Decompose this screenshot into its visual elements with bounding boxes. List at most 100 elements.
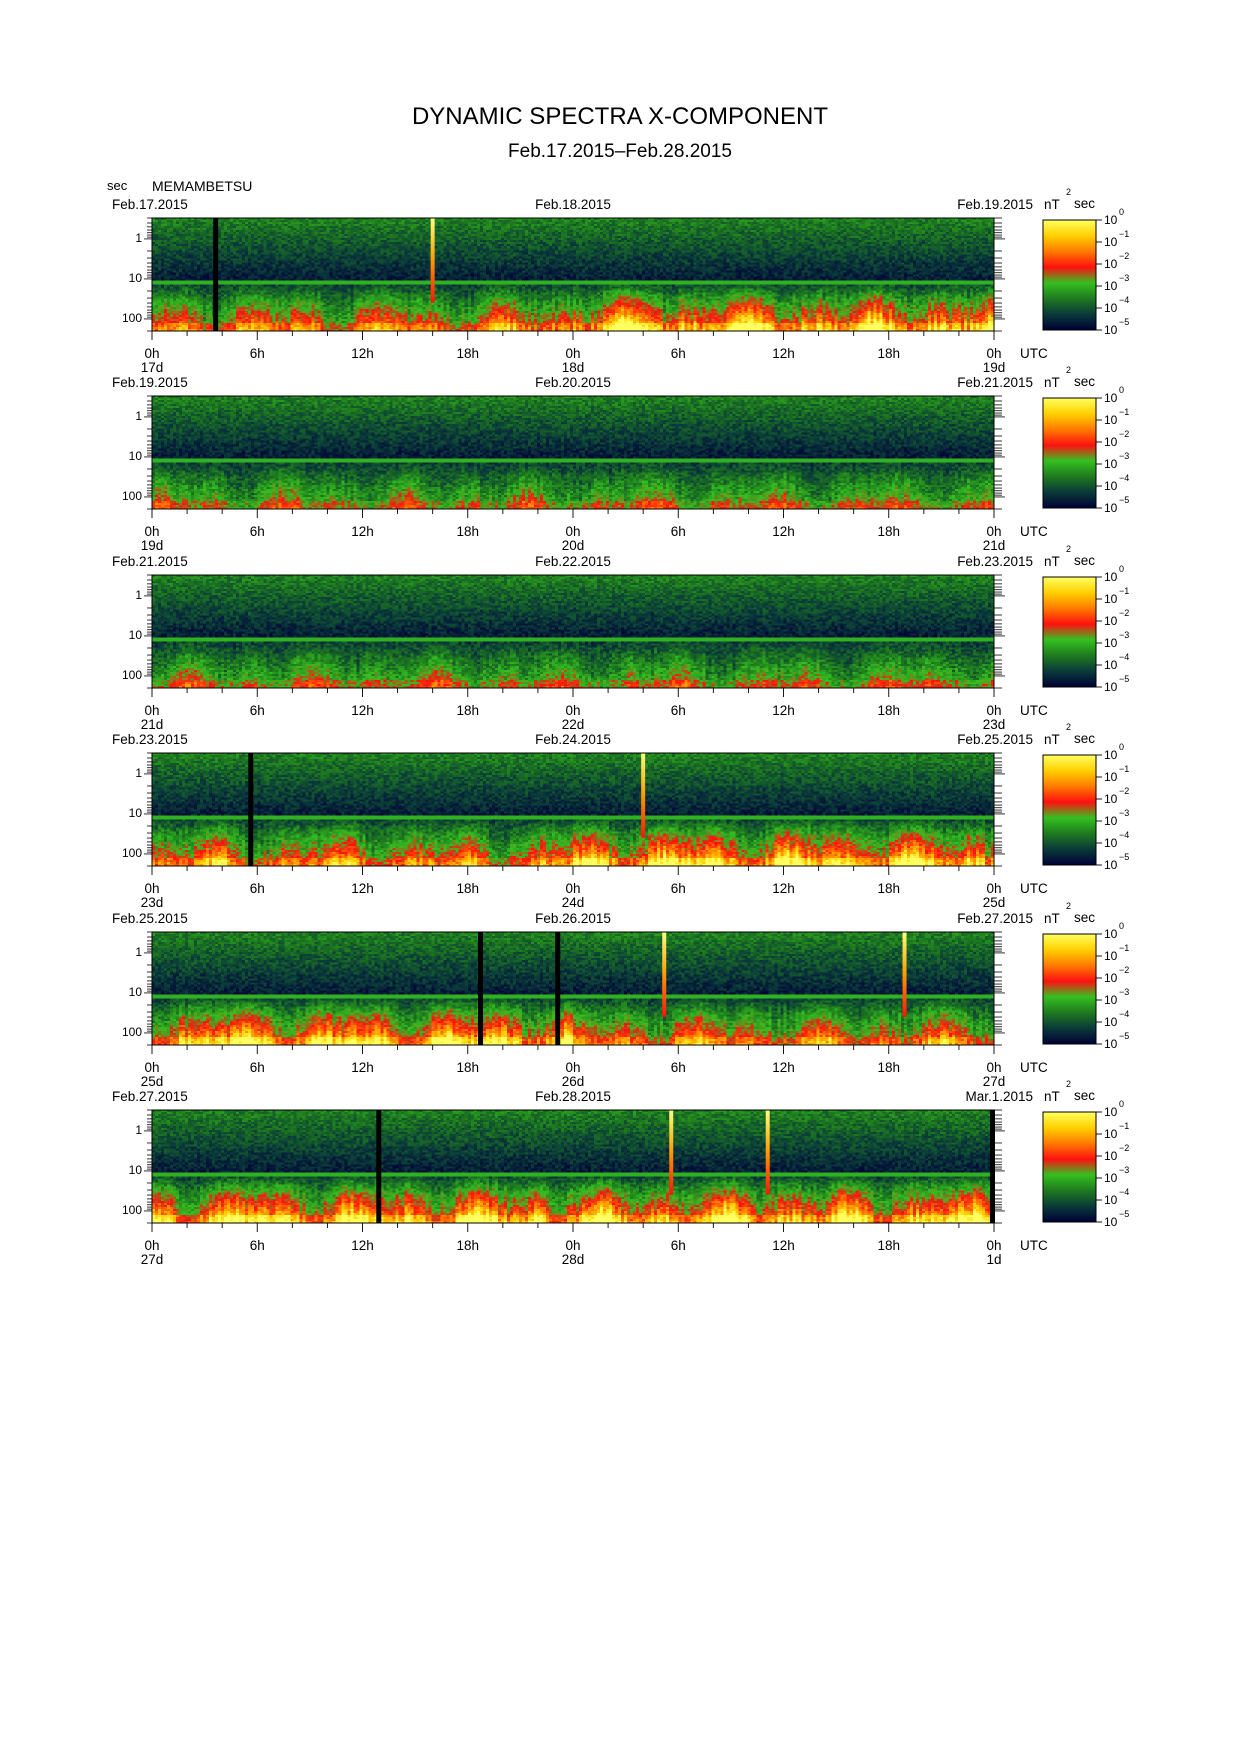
day-label: 21d [140,717,164,732]
colorbar-6 [1042,1111,1097,1223]
x-tick-label: 0h [565,703,581,718]
x-tick-label: 12h [351,346,374,361]
colorbar-exponent: −1 [1119,943,1130,953]
colorbar-label: 10 [1104,279,1118,293]
day-label: 26d [561,1074,585,1089]
colorbar-label: 10 [1104,927,1118,941]
colorbar-exponent: 0 [1119,1099,1125,1109]
colorbar-unit-base: nT [1044,197,1060,212]
colorbar-exponent: −1 [1119,586,1130,596]
colorbar-3 [1042,576,1097,688]
colorbar-exponent: −4 [1119,652,1130,662]
x-tick-label: 18h [877,703,901,718]
date-right: Mar.1.2015 [965,1089,1033,1104]
colorbar-exponent: −1 [1119,1121,1130,1131]
x-tick-label: 12h [351,703,374,718]
colorbar-exponent: −1 [1119,764,1130,774]
x-tick-label: 0h [986,346,1002,361]
colorbar-exponent: 0 [1119,921,1125,931]
y-tick-label: 10 [128,1162,142,1177]
colorbar-label: 10 [1104,680,1118,694]
impulsive-event-6-0 [669,1110,674,1195]
data-gap-5-0 [478,932,484,1045]
x-tick-label: 6h [670,1060,686,1075]
colorbar-label: 10 [1104,235,1118,249]
colorbar-label: 10 [1104,501,1118,515]
colorbar-4 [1042,754,1097,866]
x-tick-label: 12h [351,524,374,539]
day-label: 17d [140,360,164,375]
colorbar-label: 10 [1104,836,1118,850]
colorbar-exponent: −2 [1119,965,1130,975]
x-tick-label: 6h [670,703,686,718]
x-tick-label: 18h [877,1060,901,1075]
colorbar-unit-exponent: 2 [1066,365,1072,375]
x-tick-label: 6h [670,1238,686,1253]
day-label: 18d [561,360,585,375]
x-tick-label: 0h [565,881,581,896]
colorbar-label: 10 [1104,323,1118,337]
colorbar-label: 10 [1104,1105,1118,1119]
data-gap-4-0 [248,753,254,866]
x-tick-label: 0h [144,881,160,896]
x-tick-label: 0h [144,524,160,539]
colorbar-exponent: −5 [1119,1031,1130,1041]
colorbar-exponent: −3 [1119,987,1130,997]
date-right: Feb.23.2015 [957,554,1033,569]
colorbar-exponent: −5 [1119,852,1130,862]
colorbar-label: 10 [1104,257,1118,271]
colorbar-label: 10 [1104,1015,1118,1029]
x-tick-label: 18h [877,881,901,896]
x-tick-label: 12h [772,1060,795,1075]
y-tick-label: 100 [121,488,142,503]
y-tick-label: 10 [128,448,142,463]
day-label: 27d [140,1252,164,1267]
spectrogram-panel-4 [152,753,994,866]
date-left: Feb.25.2015 [112,911,188,926]
x-tick-label: 0h [986,1060,1002,1075]
colorbar-exponent: −4 [1119,1187,1130,1197]
colorbar-exponent: −3 [1119,1165,1130,1175]
plot-frame-6 [151,1109,995,1224]
x-tick-label: 18h [456,1060,480,1075]
y-tick-label: 10 [128,984,142,999]
colorbar-label: 10 [1104,1037,1118,1051]
colorbar-label: 10 [1104,636,1118,650]
colorbar-exponent: −5 [1119,674,1130,684]
colorbar-exponent: −2 [1119,786,1130,796]
date-left: Feb.27.2015 [112,1089,188,1104]
colorbar-unit-base: nT [1044,375,1060,390]
colorbar-1 [1042,219,1097,331]
x-tick-label: 12h [772,346,795,361]
colorbar-exponent: 0 [1119,742,1125,752]
colorbar-exponent: −3 [1119,451,1130,461]
colorbar-exponent: −3 [1119,273,1130,283]
y-unit-label: sec [107,178,128,193]
data-gap-6-1 [990,1110,995,1223]
y-tick-label: 10 [128,627,142,642]
x-tick-label: 0h [986,524,1002,539]
colorbar-exponent: −3 [1119,630,1130,640]
colorbar-unit-suffix: sec [1074,910,1096,925]
impulsive-event-5-1 [902,932,907,1017]
day-label: 23d [982,717,1006,732]
colorbar-exponent: −5 [1119,317,1130,327]
colorbar-label: 10 [1104,658,1118,672]
x-tick-label: 18h [456,346,480,361]
date-center: Feb.28.2015 [535,1089,611,1104]
y-tick-label: 1 [135,1122,142,1137]
x-tick-label: 0h [144,703,160,718]
day-label: 22d [561,717,585,732]
y-tick-label: 100 [121,845,142,860]
y-tick-label: 100 [121,1202,142,1217]
colorbar-label: 10 [1104,1215,1118,1229]
x-tick-label: 18h [877,346,901,361]
x-tick-label: 0h [144,1238,160,1253]
y-tick-label: 1 [135,587,142,602]
colorbar-label: 10 [1104,391,1118,405]
colorbar-label: 10 [1104,592,1118,606]
y-tick-label: 1 [135,765,142,780]
y-tick-label: 100 [121,667,142,682]
